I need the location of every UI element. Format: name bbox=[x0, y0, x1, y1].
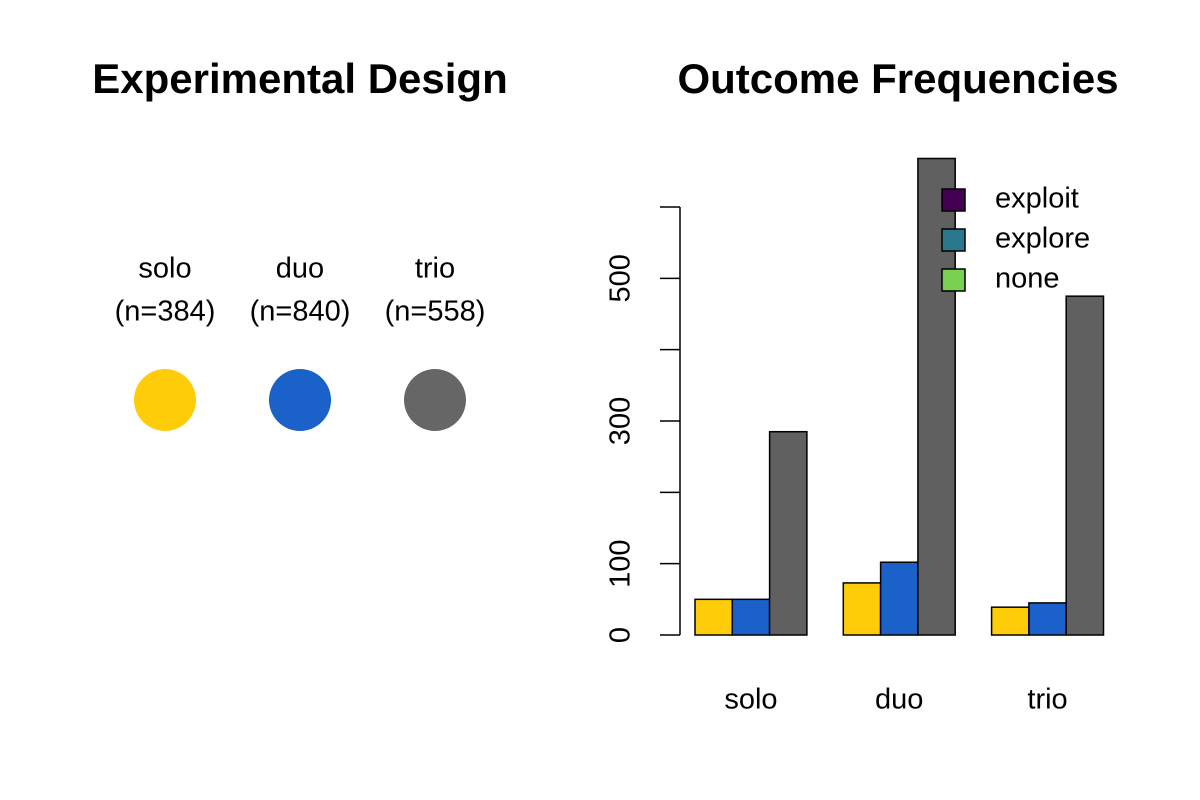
bar bbox=[731, 598, 771, 636]
legend-swatch bbox=[941, 228, 966, 252]
y-tick-label: 500 bbox=[605, 254, 637, 302]
legend-swatch bbox=[941, 188, 966, 212]
bar bbox=[1065, 295, 1105, 636]
bar bbox=[879, 561, 919, 636]
bar bbox=[990, 606, 1030, 636]
legend-swatch bbox=[941, 268, 966, 292]
legend-label: explore bbox=[995, 223, 1090, 255]
legend-label: none bbox=[995, 263, 1060, 295]
panel-title: Experimental Design bbox=[92, 55, 507, 102]
group-label: duo bbox=[276, 253, 324, 285]
group-label: trio bbox=[415, 253, 455, 285]
y-tick-label: 0 bbox=[605, 627, 637, 643]
bar bbox=[842, 582, 882, 636]
x-tick-label: duo bbox=[875, 684, 923, 716]
group-size: (n=558) bbox=[385, 296, 486, 328]
bar bbox=[694, 598, 734, 636]
group-size: (n=384) bbox=[115, 296, 216, 328]
panel-title: Outcome Frequencies bbox=[677, 55, 1118, 102]
x-tick-label: trio bbox=[1027, 684, 1067, 716]
group-dot bbox=[269, 369, 331, 431]
bar bbox=[768, 430, 808, 636]
group-size: (n=840) bbox=[250, 296, 351, 328]
group-dot bbox=[404, 369, 466, 431]
y-tick-label: 300 bbox=[605, 397, 637, 445]
group-label: solo bbox=[138, 253, 191, 285]
legend-label: exploit bbox=[995, 183, 1079, 215]
group-dot bbox=[134, 369, 196, 431]
x-tick-label: solo bbox=[724, 684, 777, 716]
y-tick-label: 100 bbox=[605, 539, 637, 587]
bar bbox=[1028, 602, 1067, 636]
